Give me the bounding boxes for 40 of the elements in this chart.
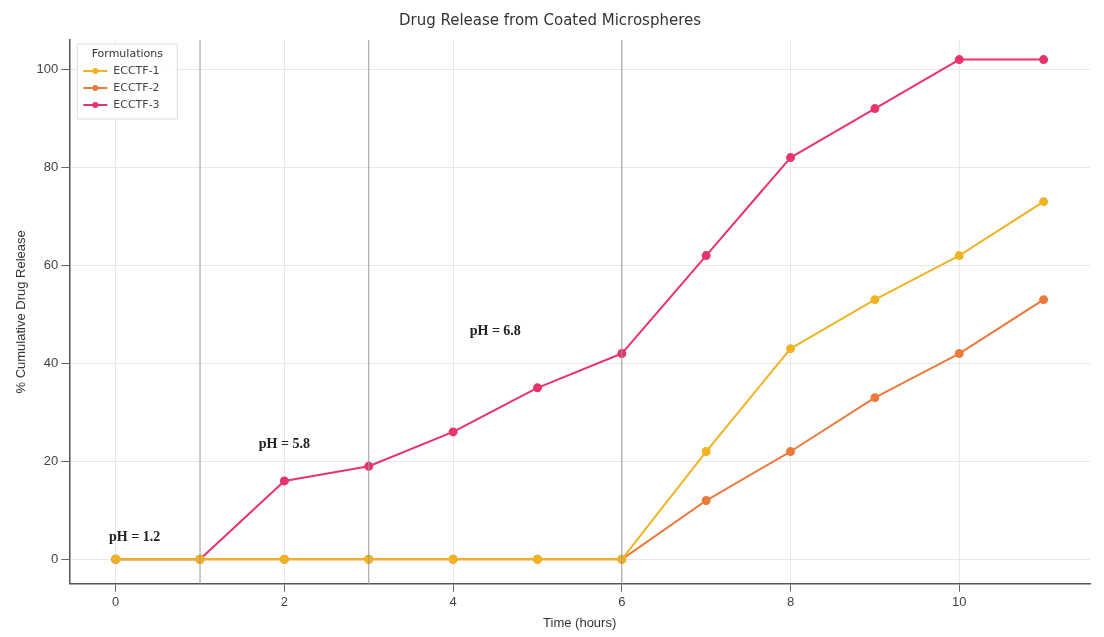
point <box>870 104 880 114</box>
point <box>954 349 964 359</box>
y-tick-label: 60 <box>43 256 59 272</box>
point <box>954 55 964 65</box>
legend-label: ECCTF-2 <box>113 80 160 94</box>
point <box>786 153 796 163</box>
point <box>786 447 796 457</box>
legend-label: ECCTF-3 <box>113 97 160 111</box>
point <box>870 393 880 403</box>
y-axis-title: % Cumulative Drug Release <box>13 230 29 394</box>
y-tick-label: 100 <box>36 60 59 76</box>
annotation: pH = 1.2 <box>109 528 161 544</box>
x-tick-label: 6 <box>618 594 626 610</box>
point <box>786 344 796 354</box>
y-tick-label: 20 <box>43 452 59 468</box>
x-tick-label: 8 <box>786 594 795 610</box>
y-tick-label: 80 <box>43 158 59 174</box>
point <box>279 476 289 486</box>
annotation: pH = 5.8 <box>258 435 310 451</box>
point <box>1039 295 1049 305</box>
point <box>532 383 542 393</box>
annotation: pH = 6.8 <box>469 323 521 339</box>
point <box>701 496 711 506</box>
point <box>701 251 711 261</box>
point <box>448 427 458 437</box>
y-tick-label: 40 <box>43 354 59 370</box>
x-tick-label: 4 <box>449 594 457 610</box>
y-tick-label: 0 <box>51 550 59 566</box>
x-tick-label: 0 <box>112 594 120 610</box>
chart-title: Drug Release from Coated Microspheres <box>398 10 702 29</box>
point <box>1039 197 1049 207</box>
legend-label: ECCTF-1 <box>113 63 160 77</box>
point <box>954 251 964 261</box>
x-tick-label: 2 <box>280 594 289 610</box>
point <box>1039 55 1049 65</box>
x-tick-label: 10 <box>952 594 967 610</box>
point <box>870 295 880 305</box>
legend-title: Formulations <box>91 46 164 60</box>
x-axis-title: Time (hours) <box>543 614 617 630</box>
point <box>701 447 711 457</box>
